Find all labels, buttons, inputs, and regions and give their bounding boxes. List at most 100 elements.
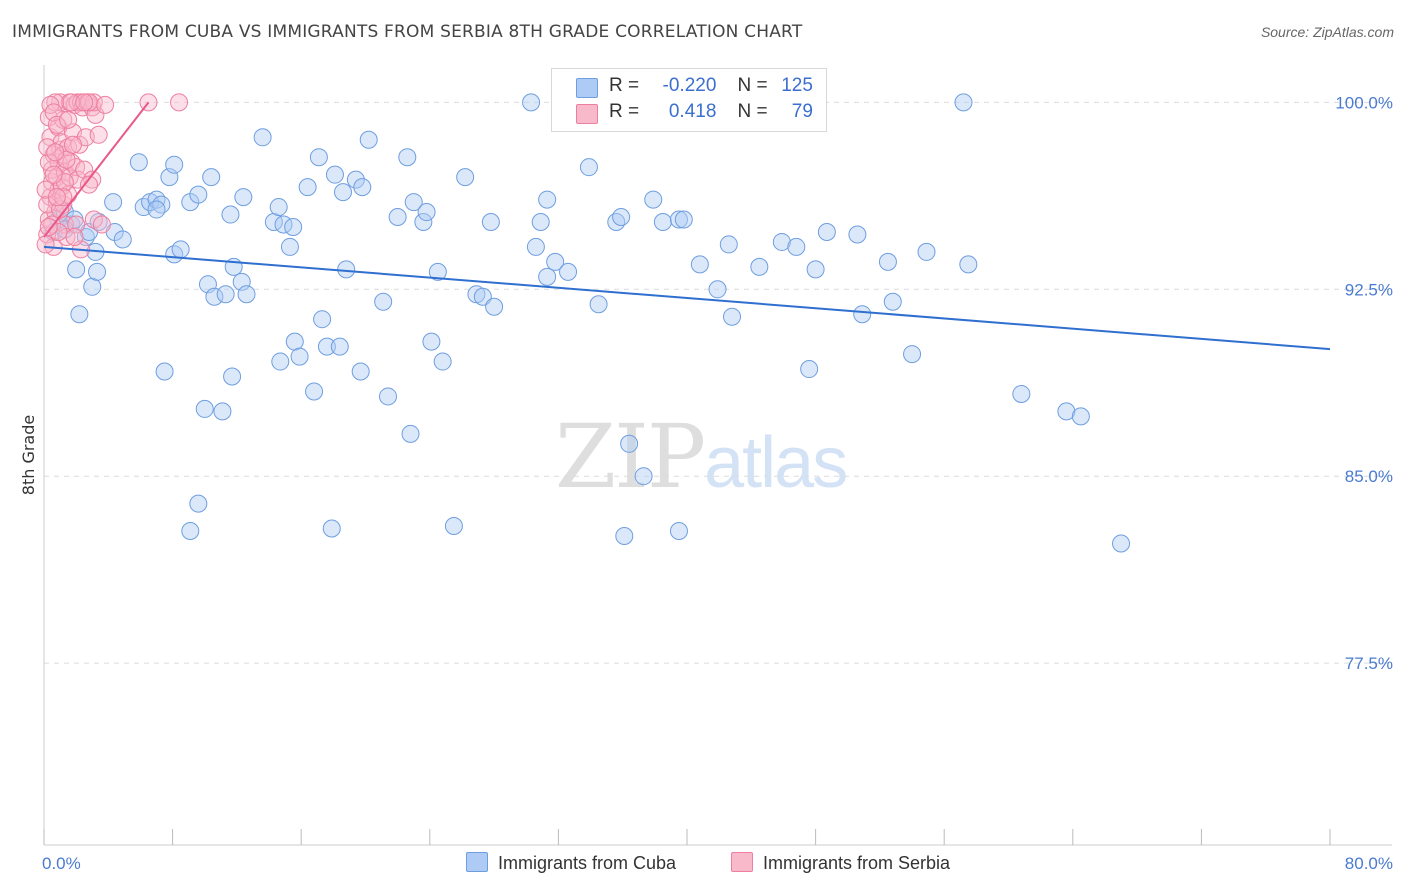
data-point-cuba bbox=[653, 213, 672, 232]
data-point-cuba bbox=[253, 128, 272, 147]
data-point-cuba bbox=[322, 519, 341, 538]
data-point-cuba bbox=[954, 93, 973, 112]
data-point-cuba bbox=[171, 240, 190, 259]
data-point-cuba bbox=[284, 217, 303, 236]
bottom-legend-serbia: Immigrants from Serbia bbox=[731, 852, 950, 874]
data-point-cuba bbox=[189, 185, 208, 204]
data-point-cuba bbox=[669, 522, 688, 541]
data-point-cuba bbox=[787, 237, 806, 256]
data-point-cuba bbox=[305, 382, 324, 401]
y-tick-label: 85.0% bbox=[1345, 467, 1393, 486]
data-point-serbia bbox=[84, 93, 103, 112]
data-point-cuba bbox=[1057, 402, 1076, 421]
data-point-cuba bbox=[1012, 384, 1031, 403]
chart-title: IMMIGRANTS FROM CUBA VS IMMIGRANTS FROM … bbox=[12, 22, 803, 42]
data-point-serbia bbox=[49, 222, 68, 241]
data-point-serbia bbox=[89, 125, 108, 144]
bottom-legend-swatch-cuba bbox=[466, 852, 488, 872]
data-point-cuba bbox=[374, 292, 393, 311]
data-point-cuba bbox=[615, 526, 634, 545]
data-point-cuba bbox=[70, 305, 89, 324]
data-point-serbia bbox=[36, 180, 55, 199]
data-point-cuba bbox=[719, 235, 738, 254]
y-tick-label: 92.5% bbox=[1345, 280, 1393, 299]
data-point-cuba bbox=[67, 260, 86, 279]
data-point-cuba bbox=[690, 255, 709, 274]
data-point-cuba bbox=[285, 332, 304, 351]
y-tick-label: 100.0% bbox=[1335, 93, 1393, 112]
data-point-cuba bbox=[216, 285, 235, 304]
data-point-cuba bbox=[189, 494, 208, 513]
data-point-cuba bbox=[195, 399, 214, 418]
data-point-cuba bbox=[330, 337, 349, 356]
data-point-cuba bbox=[817, 222, 836, 241]
data-point-cuba bbox=[353, 178, 372, 197]
data-point-cuba bbox=[223, 367, 242, 386]
data-point-cuba bbox=[522, 93, 541, 112]
bottom-legend-label-cuba: Immigrants from Cuba bbox=[498, 853, 677, 873]
legend-swatch-cuba bbox=[576, 78, 598, 98]
data-point-cuba bbox=[271, 352, 290, 371]
data-point-cuba bbox=[589, 295, 608, 314]
data-point-serbia bbox=[92, 215, 111, 234]
data-point-serbia bbox=[54, 188, 73, 207]
data-point-cuba bbox=[428, 262, 447, 281]
data-point-cuba bbox=[559, 262, 578, 281]
data-point-cuba bbox=[280, 237, 299, 256]
stats-legend: R = -0.220 N = 125 R = 0.418 N = 79 bbox=[551, 68, 827, 132]
data-point-cuba bbox=[723, 307, 742, 326]
data-point-cuba bbox=[234, 188, 253, 207]
data-point-cuba bbox=[113, 230, 132, 249]
data-point-cuba bbox=[750, 257, 769, 276]
legend-r-value: 0.418 bbox=[668, 101, 717, 122]
data-point-cuba bbox=[669, 210, 688, 229]
legend-n-value: 125 bbox=[781, 75, 813, 96]
data-point-cuba bbox=[89, 213, 108, 232]
data-point-serbia bbox=[63, 135, 82, 154]
x-tick-label: 0.0% bbox=[42, 854, 81, 873]
data-point-cuba bbox=[104, 193, 123, 212]
data-point-cuba bbox=[388, 208, 407, 227]
data-point-cuba bbox=[379, 387, 398, 406]
data-point-cuba bbox=[433, 352, 452, 371]
data-point-cuba bbox=[538, 267, 557, 286]
data-point-cuba bbox=[878, 252, 897, 271]
data-point-cuba bbox=[129, 153, 148, 172]
data-point-cuba bbox=[147, 200, 166, 219]
legend-n-label: N = bbox=[737, 75, 768, 96]
data-point-serbia bbox=[39, 217, 58, 236]
data-point-serbia bbox=[62, 93, 81, 112]
data-point-serbia bbox=[55, 173, 74, 192]
data-point-cuba bbox=[674, 210, 693, 229]
data-point-cuba bbox=[644, 190, 663, 209]
y-axis-label: 8th Grade bbox=[19, 415, 38, 495]
data-point-cuba bbox=[579, 158, 598, 177]
data-point-cuba bbox=[612, 208, 631, 227]
data-point-cuba bbox=[404, 193, 423, 212]
legend-swatch-serbia bbox=[576, 104, 598, 124]
data-point-cuba bbox=[708, 280, 727, 299]
data-point-serbia bbox=[57, 150, 76, 169]
data-point-serbia bbox=[80, 93, 99, 112]
legend-r-label: R = bbox=[609, 75, 640, 96]
tick-labels: 77.5% 85.0% 92.5% 100.0% 0.0% 80.0% bbox=[42, 93, 1393, 873]
data-point-serbia bbox=[59, 110, 78, 129]
data-point-cuba bbox=[351, 362, 370, 381]
data-point-cuba bbox=[444, 517, 463, 536]
watermark-zip: ZIP bbox=[555, 405, 706, 508]
data-point-cuba bbox=[422, 332, 441, 351]
trend-lines bbox=[43, 101, 1331, 351]
legend-text-serbia: R = 0.418 N = 79 bbox=[609, 101, 813, 123]
data-point-cuba bbox=[903, 345, 922, 364]
bottom-legend-swatch-serbia bbox=[731, 852, 753, 872]
y-tick-label: 77.5% bbox=[1345, 654, 1393, 673]
data-point-cuba bbox=[359, 130, 378, 149]
legend-n-value: 79 bbox=[791, 101, 813, 122]
data-point-cuba bbox=[313, 310, 332, 329]
data-point-cuba bbox=[152, 195, 171, 214]
data-point-serbia bbox=[83, 170, 102, 189]
data-point-serbia bbox=[170, 93, 189, 112]
grid-lines bbox=[44, 101, 1392, 664]
data-point-cuba bbox=[290, 347, 309, 366]
